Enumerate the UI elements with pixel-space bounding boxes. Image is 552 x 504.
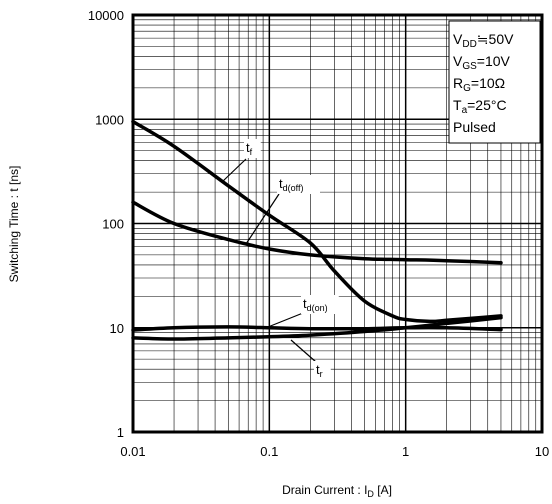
- y-tick-label: 100: [102, 217, 124, 232]
- y-tick-label: 1000: [95, 112, 124, 127]
- plot-frame: [131, 13, 544, 434]
- x-tick-label: 0.01: [120, 444, 145, 459]
- y-axis-label: Switching Time : t [ns]: [7, 166, 21, 283]
- condition-line: VGS=10V: [453, 53, 511, 72]
- leader-line-tdoff: [245, 193, 280, 245]
- x-tick-label: 10: [535, 444, 549, 459]
- conditions-box: VDD≒50V VGS=10V RG=10Ω Ta=25°C Pulsed: [448, 20, 541, 144]
- label-bg-tdon: [301, 295, 339, 314]
- leader-line-tdon: [267, 312, 304, 328]
- leader-line-tr: [290, 339, 317, 363]
- condition-line: Pulsed: [453, 119, 496, 135]
- label-bg-tr: [314, 361, 331, 380]
- series-line-tdoff: [131, 200, 503, 265]
- x-tick-label: 0.1: [260, 444, 278, 459]
- label-bg-tdoff: [277, 175, 320, 194]
- curve-labels: tf td(off) td(on) tr: [221, 139, 339, 380]
- series-line-tf: [131, 119, 503, 324]
- series-line-tdon: [131, 325, 503, 332]
- series-line-tr: [131, 315, 503, 341]
- condition-line: VDD≒50V: [453, 31, 514, 50]
- condition-line: RG=10Ω: [453, 75, 505, 94]
- y-tick-label: 1: [117, 425, 124, 440]
- y-tick-label: 10: [110, 321, 124, 336]
- series-label-tdoff: td(off): [279, 176, 303, 193]
- series-label-tdon: td(on): [303, 296, 328, 313]
- label-bg-tf: [244, 139, 261, 158]
- leader-line-tf: [221, 158, 247, 183]
- condition-line: Ta=25°C: [453, 97, 507, 116]
- series-label-tr: tr: [316, 362, 323, 379]
- tick-labels: 0.01 0.1 1 10 1 10 100 1000 10000: [88, 8, 549, 459]
- x-axis-label: Drain Current : ID [A]: [282, 483, 392, 499]
- x-tick-label: 1: [402, 444, 409, 459]
- curves: [131, 119, 503, 341]
- series-label-tf: tf: [246, 140, 253, 157]
- conditions-frame: [448, 20, 541, 144]
- y-tick-label: 10000: [88, 8, 124, 23]
